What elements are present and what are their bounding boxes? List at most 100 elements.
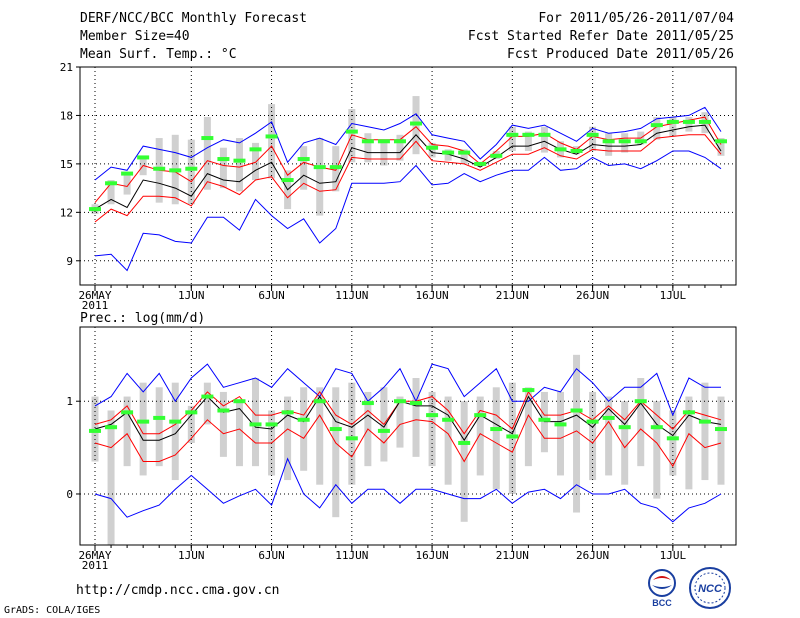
spread-box — [268, 104, 276, 179]
median-marker — [313, 165, 326, 170]
svg-text:NCC: NCC — [698, 583, 723, 595]
spread-box — [219, 147, 227, 189]
median-marker — [458, 150, 471, 155]
median-marker — [682, 119, 695, 124]
median-marker — [233, 399, 246, 404]
median-marker — [474, 413, 487, 418]
spread-box — [637, 378, 645, 467]
median-marker — [490, 153, 503, 158]
y-tick-label: 18 — [60, 109, 73, 122]
median-marker — [538, 132, 551, 137]
median-marker — [698, 119, 711, 124]
series-min-line — [94, 150, 722, 272]
spread-box — [203, 382, 211, 425]
spread-box — [508, 126, 516, 151]
median-marker — [297, 417, 310, 422]
median-marker — [602, 139, 615, 144]
median-marker — [442, 150, 455, 155]
median-marker — [506, 434, 519, 439]
spread-box — [155, 387, 163, 467]
median-marker — [137, 419, 150, 424]
median-marker — [522, 388, 535, 393]
footer-url[interactable]: http://cmdp.ncc.cma.gov.cn — [76, 583, 280, 598]
median-marker — [153, 166, 166, 171]
spread-box — [203, 117, 211, 190]
x-tick-year-label: 2011 — [82, 559, 109, 572]
series-mean-line — [94, 124, 722, 210]
median-marker — [377, 428, 390, 433]
spread-box — [444, 149, 452, 161]
y-tick-label: 1 — [66, 395, 73, 408]
median-marker — [153, 415, 166, 420]
spread-box — [540, 126, 548, 153]
plot-frame — [79, 66, 737, 286]
series-mean-line — [94, 395, 722, 442]
y-tick-label: 21 — [60, 61, 73, 74]
spread-box — [123, 396, 131, 467]
plot-frame — [79, 326, 737, 546]
member-size: Member Size=40 — [80, 29, 190, 44]
series-upper-line — [94, 390, 722, 435]
y-tick-label: 15 — [60, 158, 73, 171]
x-tick-label: 26MAY — [78, 549, 111, 562]
produced-date: Fcst Produced Date 2011/05/26 — [507, 47, 734, 62]
spread-box — [701, 382, 709, 481]
series-lower-line — [94, 414, 722, 468]
median-marker — [265, 134, 278, 139]
spread-box — [316, 138, 324, 216]
spread-box — [171, 382, 179, 481]
spread-box — [412, 378, 420, 457]
spread-box — [219, 391, 227, 457]
y-tick-label: 9 — [66, 255, 73, 268]
median-marker — [105, 181, 118, 186]
median-marker — [393, 139, 406, 144]
spread-box — [396, 134, 404, 161]
median-marker — [698, 419, 711, 424]
started-date: Fcst Started Refer Date 2011/05/25 — [467, 29, 734, 44]
median-marker — [650, 425, 663, 430]
median-marker — [522, 132, 535, 137]
spread-box — [653, 401, 661, 499]
spread-box — [316, 387, 324, 485]
median-marker — [249, 422, 262, 427]
median-marker — [313, 399, 326, 404]
spread-box — [284, 396, 292, 481]
median-marker — [377, 139, 390, 144]
median-marker — [297, 157, 310, 162]
median-marker — [345, 129, 358, 134]
x-tick-label: 16JUN — [416, 289, 449, 302]
spread-box — [187, 405, 195, 443]
median-marker — [345, 436, 358, 441]
series-max-line — [94, 363, 721, 417]
median-marker — [490, 427, 503, 432]
median-marker — [506, 132, 519, 137]
spread-box — [621, 401, 629, 485]
spread-box — [685, 117, 693, 132]
series-lower-line — [94, 134, 722, 223]
median-marker — [393, 399, 406, 404]
median-marker — [361, 139, 374, 144]
panel-subtitle: Prec.: log(mm/d) — [80, 311, 205, 326]
y-tick-label: 0 — [66, 488, 73, 501]
median-marker — [185, 166, 198, 171]
median-marker — [618, 139, 631, 144]
median-marker — [634, 139, 647, 144]
forecast-period: For 2011/05/26-2011/07/04 — [538, 11, 734, 26]
median-marker — [474, 161, 487, 166]
median-marker — [265, 422, 278, 427]
median-marker — [361, 401, 374, 406]
series-upper-line — [94, 116, 722, 203]
median-marker — [618, 425, 631, 430]
bcc-logo: BCC — [648, 569, 676, 608]
spread-box — [589, 126, 597, 151]
spread-box — [396, 396, 404, 448]
spread-box — [428, 391, 436, 467]
spread-box — [428, 142, 436, 158]
median-marker — [586, 419, 599, 424]
spread-box — [717, 138, 725, 156]
spread-box — [605, 133, 613, 156]
variable-label: Mean Surf. Temp.: °C — [80, 47, 237, 62]
median-marker — [554, 147, 567, 152]
x-tick-label: 26JUN — [576, 549, 609, 562]
